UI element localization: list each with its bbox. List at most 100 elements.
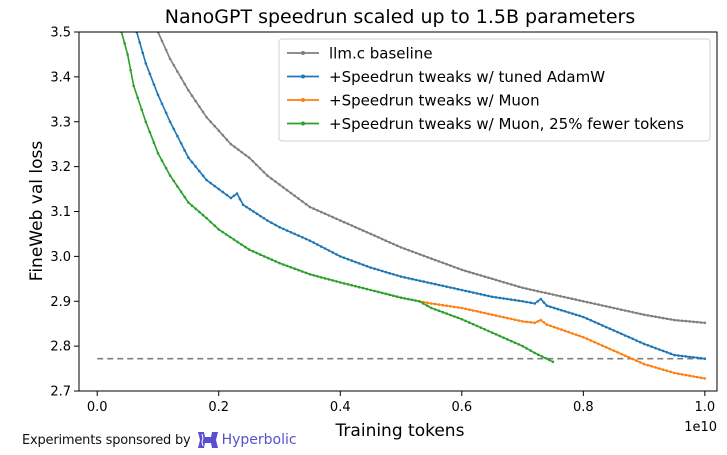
series-1-point	[673, 353, 676, 357]
series-1-point	[209, 181, 212, 185]
series-3-point	[346, 283, 350, 286]
series-0-point	[627, 310, 631, 313]
series-2-point	[673, 371, 676, 375]
series-1-point	[642, 342, 646, 346]
series-2-point	[545, 323, 549, 326]
series-0-point	[209, 120, 212, 124]
series-0-point	[430, 257, 433, 260]
series-3-point	[551, 360, 555, 364]
x-tick-label: 0.2	[208, 400, 229, 415]
series-3-point	[471, 322, 475, 326]
series-3-point	[194, 207, 197, 211]
series-1-point	[479, 292, 483, 296]
series-0-point	[339, 219, 342, 222]
series-3-point	[513, 341, 517, 345]
series-1-point	[172, 127, 176, 131]
series-1-point	[563, 310, 567, 313]
series-1-point	[144, 62, 148, 65]
series-3-point	[320, 276, 323, 279]
series-1-point	[422, 280, 426, 283]
series-3-point	[452, 315, 456, 318]
chart-title: NanoGPT speedrun scaled up to 1.5B param…	[165, 6, 636, 28]
series-2-point	[426, 301, 429, 305]
series-0-point	[258, 167, 262, 170]
series-3-point	[506, 338, 509, 341]
series-3-point	[468, 321, 471, 324]
series-1-point	[373, 267, 376, 271]
series-1-point	[252, 210, 255, 213]
series-3-point	[521, 344, 524, 348]
series-0-point	[517, 285, 521, 289]
series-3-point	[274, 260, 278, 263]
x-offset-label: 1e10	[684, 420, 717, 435]
y-axis: 2.7 2.8 2.9 3.0 3.1 3.2 3.3 3.4 3.5	[50, 26, 79, 400]
series-2-point	[464, 307, 467, 311]
series-3-point	[441, 310, 445, 314]
series-2-point	[692, 375, 695, 378]
y-tick-label: 3.5	[50, 26, 71, 41]
series-3-point	[490, 331, 494, 335]
series-3-point	[123, 41, 126, 45]
series-1-point	[164, 111, 168, 115]
series-3-point	[282, 263, 285, 266]
series-0-point	[658, 316, 661, 319]
series-1-point	[604, 325, 608, 329]
series-2-point	[616, 351, 619, 354]
series-0-point	[225, 138, 229, 141]
series-1-point	[156, 93, 160, 97]
series-1-point	[342, 256, 346, 260]
series-1-point	[369, 266, 373, 269]
series-3-point	[213, 224, 216, 227]
series-3-point	[388, 293, 391, 297]
series-3-point	[544, 356, 547, 360]
series-0-point	[547, 292, 551, 296]
series-2-point	[517, 319, 521, 322]
series-3-point	[221, 230, 224, 234]
series-1-point	[665, 351, 669, 354]
series-1-point	[179, 142, 183, 145]
series-1-point	[327, 249, 331, 252]
series-1-point	[285, 229, 289, 232]
series-0-point	[240, 151, 244, 154]
series-3-point	[144, 120, 148, 124]
series-0-point	[597, 303, 600, 306]
series-0-point	[525, 287, 528, 290]
series-1-point	[213, 184, 216, 188]
series-line-2	[419, 300, 705, 380]
series-0-point	[198, 105, 201, 108]
series-0-point	[426, 255, 429, 259]
series-2-point	[620, 352, 623, 356]
series-2-point	[585, 337, 589, 341]
series-0-point	[342, 220, 346, 224]
series-1-point	[688, 355, 691, 359]
series-0-point	[563, 295, 566, 299]
series-1-point	[217, 187, 221, 191]
series-0-point	[187, 89, 190, 92]
series-0-point	[407, 248, 410, 252]
series-1-point	[635, 339, 638, 342]
series-1-point	[631, 337, 634, 341]
series-1-point	[354, 260, 357, 264]
series-1-point	[560, 308, 563, 312]
x-axis-label: Training tokens	[335, 421, 465, 441]
series-1-point	[684, 355, 688, 358]
series-1-point	[339, 255, 342, 258]
y-tick-label: 3.2	[50, 160, 71, 175]
series-2-point	[468, 308, 471, 312]
series-0-point	[468, 270, 471, 274]
series-0-point	[574, 298, 577, 301]
series-1-point	[692, 356, 695, 359]
y-axis-label: FineWeb val loss	[27, 141, 47, 282]
series-0-point	[327, 214, 331, 217]
series-2-point	[589, 339, 593, 342]
series-3-point	[361, 286, 365, 290]
series-1-point	[289, 231, 293, 234]
series-0-point	[642, 313, 646, 317]
series-1-point	[270, 221, 273, 224]
series-0-point	[509, 283, 513, 286]
series-1-point	[539, 297, 543, 301]
series-3-point	[426, 304, 429, 308]
series-1-point	[549, 305, 552, 309]
series-1-point	[377, 268, 380, 272]
series-1-point	[490, 295, 494, 299]
